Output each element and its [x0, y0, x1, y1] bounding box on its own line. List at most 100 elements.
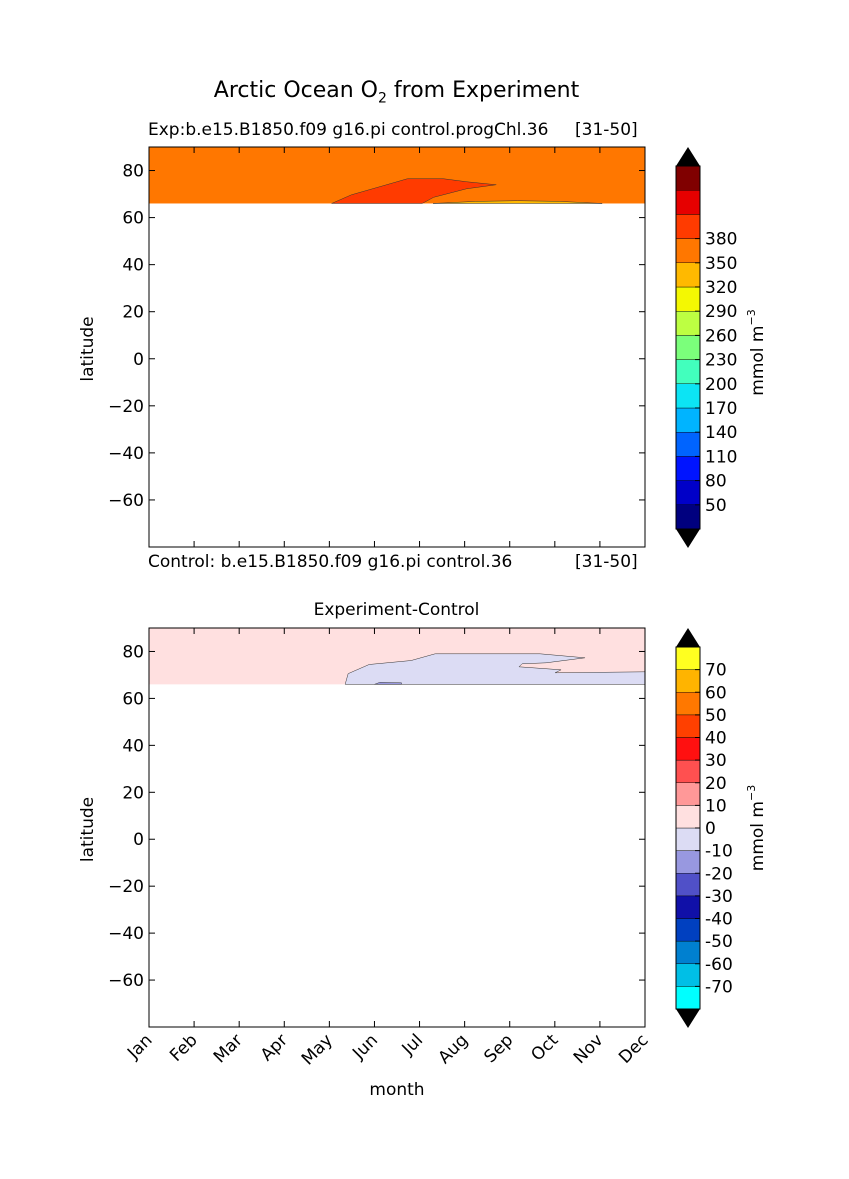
- top-colorbar-tick-label: 200: [705, 375, 737, 395]
- top-colorbar-tick-label: 290: [705, 302, 737, 322]
- top-colorbar-tick-label: 350: [705, 254, 737, 274]
- top-colorbar-tick-label: 170: [705, 399, 737, 419]
- top-colorbar-tick-label: 140: [705, 423, 737, 443]
- bottom-colorbar-swatch: [675, 963, 701, 987]
- bottom-xtick-label: Dec: [615, 1030, 652, 1067]
- bottom-colorbar-swatch: [675, 850, 701, 874]
- bottom-xtick-label: May: [298, 1030, 337, 1069]
- top-colorbar-swatch: [675, 480, 701, 506]
- bottom-ytick-label: −20: [108, 877, 144, 897]
- bottom-colorbar-tick-label: -40: [705, 910, 733, 930]
- top-colorbar-swatch: [675, 359, 701, 385]
- top-colorbar-swatch: [675, 165, 701, 191]
- bottom-xtick-label: Apr: [257, 1030, 292, 1065]
- bottom-colorbar-swatch: [675, 692, 701, 716]
- top-colorbar-swatch: [675, 504, 701, 530]
- top-panel-period: [31-50]: [575, 120, 638, 140]
- top-colorbar-swatch: [675, 432, 701, 457]
- bottom-ytick-label: 80: [122, 642, 144, 662]
- top-colorbar-swatch: [675, 238, 701, 264]
- bottom-colorbar-tick-label: 10: [705, 796, 727, 816]
- bottom-colorbar-tick-label: -70: [705, 977, 733, 997]
- bottom-colorbar-swatch: [675, 782, 701, 806]
- bottom-colorbar-swatch: [675, 986, 701, 1010]
- bottom-colorbar-tick-label: -50: [705, 932, 733, 952]
- bottom-colorbar-swatch: [675, 805, 701, 829]
- top-ytick-label: 80: [122, 162, 144, 182]
- bottom-xtick-label: Jan: [123, 1030, 156, 1063]
- top-colorbar-tick-label: 230: [705, 351, 737, 371]
- bottom-contour-region: [344, 653, 646, 685]
- bottom-colorbar-tick-label: 40: [705, 729, 727, 749]
- bottom-colorbar-tick-label: 50: [705, 706, 727, 726]
- bottom-colorbar-swatch: [675, 646, 701, 670]
- top-ytick-label: 60: [122, 209, 144, 229]
- bottom-colorbar-tick-label: 60: [705, 683, 727, 703]
- bottom-colorbar-tick-label: 0: [705, 819, 716, 839]
- bottom-xtick-label: Jul: [398, 1030, 427, 1059]
- bottom-colorbar-swatch: [675, 873, 701, 897]
- top-colorbar-swatch: [675, 311, 701, 336]
- top-colorbar-tick-label: 80: [705, 472, 727, 492]
- bottom-colorbar-tick-label: -60: [705, 955, 733, 975]
- top-colorbar-tick-label: 380: [705, 230, 737, 250]
- top-ytick-label: −20: [108, 397, 144, 417]
- control-caption: Control: b.e15.B1850.f09 g16.pi control.…: [148, 552, 513, 572]
- top-colorbar-tick-label: 50: [705, 496, 727, 516]
- top-colorbar-tick-label: 110: [705, 447, 737, 467]
- bottom-panel-title: Experiment-Control: [313, 600, 480, 620]
- bottom-ytick-label: −60: [108, 971, 144, 991]
- bottom-xtick-label: Feb: [166, 1030, 201, 1065]
- top-colorbar-swatch: [675, 335, 701, 360]
- bottom-colorbar-tick-label: 20: [705, 774, 727, 794]
- bottom-colorbar-tick-label: -20: [705, 864, 733, 884]
- top-ytick-label: 0: [133, 350, 144, 370]
- bottom-colorbar-tick-label: -30: [705, 887, 733, 907]
- bottom-colorbar-tick-label: -10: [705, 842, 733, 862]
- top-colorbar-swatch: [675, 383, 701, 409]
- bottom-colorbar-label: mmol m−3: [745, 785, 768, 871]
- control-caption-period: [31-50]: [575, 552, 638, 572]
- bottom-colorbar-swatch: [675, 827, 701, 851]
- top-colorbar-swatch: [675, 407, 701, 433]
- top-colorbar-frame: [675, 165, 701, 530]
- bottom-colorbar-swatch: [675, 714, 701, 738]
- bottom-xtick-label: Nov: [570, 1030, 608, 1068]
- top-colorbar-swatch: [675, 214, 701, 239]
- bottom-axes-frame: [148, 627, 646, 1028]
- bottom-ytick-label: 60: [122, 689, 144, 709]
- top-ytick-label: −40: [108, 444, 144, 464]
- top-contour-region: [433, 200, 603, 204]
- top-axes-frame: [148, 146, 646, 548]
- bottom-colorbar-swatch: [675, 759, 701, 783]
- top-ytick-label: −60: [108, 491, 144, 511]
- figure-title: Arctic Ocean O2 from Experiment: [213, 78, 580, 107]
- bottom-xtick-label: Jun: [348, 1030, 382, 1064]
- top-colorbar-swatch: [675, 286, 701, 312]
- top-colorbar-extend-min: [676, 529, 700, 548]
- bottom-ylabel: latitude: [78, 797, 98, 862]
- bottom-ytick-label: 20: [122, 783, 144, 803]
- top-colorbar-label: mmol m−3: [745, 309, 768, 395]
- bottom-ytick-label: −40: [108, 924, 144, 944]
- bottom-ytick-label: 0: [133, 830, 144, 850]
- top-colorbar-swatch: [675, 456, 701, 481]
- bottom-contour-region: [374, 682, 402, 685]
- bottom-xtick-label: Sep: [480, 1030, 517, 1067]
- bottom-colorbar-swatch: [675, 895, 701, 919]
- top-contour-region: [331, 178, 497, 204]
- top-colorbar-tick-label: 260: [705, 326, 737, 346]
- bottom-xtick-label: Oct: [527, 1030, 562, 1065]
- bottom-colorbar-extend-min: [676, 1009, 700, 1028]
- bottom-colorbar-swatch: [675, 669, 701, 693]
- top-ylabel: latitude: [78, 316, 98, 381]
- bottom-xtick-label: Mar: [210, 1030, 247, 1067]
- bottom-colorbar-swatch: [675, 737, 701, 761]
- top-ytick-label: 20: [122, 303, 144, 323]
- bottom-colorbar-swatch: [675, 940, 701, 964]
- bottom-colorbar-swatch: [675, 918, 701, 942]
- bottom-xtick-label: Aug: [435, 1030, 473, 1068]
- bottom-colorbar-extend-max: [676, 628, 700, 647]
- top-colorbar-swatch: [675, 262, 701, 288]
